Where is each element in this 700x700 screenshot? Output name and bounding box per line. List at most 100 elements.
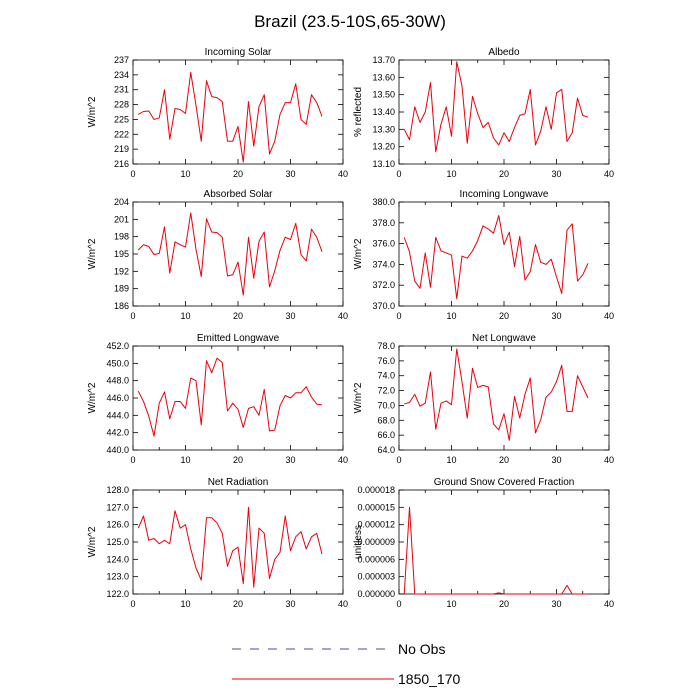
y-tick-label: 234 (114, 70, 129, 80)
series-line-emitted-longwave (137, 357, 323, 437)
x-tick-label: 20 (233, 311, 243, 321)
y-tick-label: 127.0 (106, 502, 129, 512)
y-axis-label-ground-snow-covered-fraction: unitless (353, 525, 364, 559)
y-tick-label: 74.0 (377, 371, 395, 381)
series-line-incoming-longwave (403, 215, 589, 300)
y-tick-label: 13.70 (372, 55, 395, 65)
x-tick-label: 20 (233, 169, 243, 179)
x-tick-label: 10 (180, 599, 190, 609)
x-tick-label: 0 (130, 455, 135, 465)
x-tick-label: 30 (285, 599, 295, 609)
x-tick-label: 10 (180, 169, 190, 179)
y-tick-label: 374.0 (372, 259, 395, 269)
y-tick-label: 13.30 (372, 124, 395, 134)
legend: No Obs 1850_170 (232, 641, 461, 687)
x-tick-label: 10 (446, 169, 456, 179)
x-tick-label: 10 (446, 455, 456, 465)
x-tick-label: 0 (396, 599, 401, 609)
legend-label-1850-170: 1850_170 (398, 671, 461, 687)
x-tick-label: 0 (396, 311, 401, 321)
y-tick-label: 378.0 (372, 218, 395, 228)
y-axis-label-emitted-longwave: W/m^2 (87, 382, 98, 413)
x-tick-label: 20 (499, 169, 509, 179)
panel-absorbed-solar: Absorbed SolarW/m^2186189192195198201204… (87, 189, 348, 321)
y-tick-label: 231 (114, 85, 129, 95)
y-tick-label: 450.0 (106, 358, 129, 368)
x-tick-label: 30 (551, 599, 561, 609)
x-tick-label: 10 (446, 599, 456, 609)
y-tick-label: 0.000015 (357, 502, 395, 512)
x-tick-label: 10 (180, 455, 190, 465)
y-tick-label: 237 (114, 55, 129, 65)
x-tick-label: 30 (285, 169, 295, 179)
x-tick-label: 20 (499, 455, 509, 465)
y-tick-label: 444.0 (106, 410, 129, 420)
y-tick-label: 13.10 (372, 159, 395, 169)
y-tick-label: 440.0 (106, 445, 129, 455)
x-tick-label: 40 (338, 455, 348, 465)
y-tick-label: 204 (114, 197, 129, 207)
y-tick-label: 372.0 (372, 280, 395, 290)
y-tick-label: 72.0 (377, 386, 395, 396)
panel-title-ground-snow-covered-fraction: Ground Snow Covered Fraction (434, 477, 575, 488)
legend-label-no-obs: No Obs (398, 641, 445, 657)
y-tick-label: 13.40 (372, 107, 395, 117)
y-tick-label: 201 (114, 214, 129, 224)
y-tick-label: 186 (114, 301, 129, 311)
y-tick-label: 219 (114, 144, 129, 154)
y-axis-label-albedo: % reflected (353, 87, 364, 137)
y-tick-label: 225 (114, 114, 129, 124)
y-tick-label: 64.0 (377, 445, 395, 455)
y-tick-label: 13.20 (372, 142, 395, 152)
y-tick-label: 0.000009 (357, 537, 395, 547)
x-tick-label: 0 (130, 311, 135, 321)
x-tick-label: 20 (499, 599, 509, 609)
y-tick-label: 189 (114, 284, 129, 294)
y-tick-label: 0.000000 (357, 589, 395, 599)
y-tick-label: 124.0 (106, 554, 129, 564)
y-tick-label: 198 (114, 232, 129, 242)
plot-frame-albedo (398, 59, 610, 165)
y-tick-label: 442.0 (106, 428, 129, 438)
y-axis-label-incoming-longwave: W/m^2 (353, 238, 364, 269)
x-tick-label: 20 (233, 599, 243, 609)
y-tick-label: 70.0 (377, 400, 395, 410)
x-tick-label: 0 (130, 599, 135, 609)
panel-ground-snow-covered-fraction: Ground Snow Covered Fractionunitless0.00… (353, 477, 614, 609)
panel-title-net-longwave: Net Longwave (472, 333, 536, 344)
panel-albedo: Albedo % reflected 13.10 13.20 13.30 13.40 13.… (353, 47, 614, 179)
y-axis-label-net-radiation: W/m^2 (87, 526, 98, 557)
plot-frame-net-radiation (132, 489, 344, 595)
x-tick-label: 10 (180, 311, 190, 321)
x-tick-label: 30 (551, 169, 561, 179)
series-line-net-radiation (137, 506, 323, 588)
y-tick-label: 122.0 (106, 589, 129, 599)
panels-group: Incoming Solar W/m^2 216 219 222 225 228 231 234… (87, 47, 614, 609)
y-tick-label: 78.0 (377, 341, 395, 351)
series-line-net-longwave (404, 348, 589, 441)
y-tick-label: 13.50 (372, 90, 395, 100)
x-tick-label: 40 (338, 599, 348, 609)
plot-frame-emitted-longwave (132, 345, 344, 451)
y-tick-label: 0.000012 (357, 520, 395, 530)
series-line-incoming-solar (138, 71, 323, 163)
panel-incoming-solar: Incoming Solar W/m^2 216 219 222 225 228 231 234… (87, 47, 348, 179)
panel-title-albedo: Albedo (488, 47, 520, 58)
panel-title-absorbed-solar: Absorbed Solar (204, 189, 274, 200)
y-tick-label: 68.0 (377, 415, 395, 425)
y-tick-label: 380.0 (372, 197, 395, 207)
x-tick-label: 0 (396, 169, 401, 179)
y-tick-label: 376.0 (372, 239, 395, 249)
y-tick-label: 13.60 (372, 72, 395, 82)
y-tick-label: 370.0 (372, 301, 395, 311)
plot-frame-absorbed-solar (132, 201, 344, 307)
plot-frame-ground-snow-covered-fraction (398, 489, 610, 595)
figure-title: Brazil (23.5-10S,65-30W) (254, 12, 446, 31)
x-tick-label: 40 (604, 455, 614, 465)
y-tick-label: 126.0 (106, 520, 129, 530)
x-tick-label: 10 (446, 311, 456, 321)
y-axis-label-incoming-solar: W/m^2 (87, 96, 98, 127)
x-tick-label: 30 (285, 311, 295, 321)
y-tick-label: 446.0 (106, 393, 129, 403)
